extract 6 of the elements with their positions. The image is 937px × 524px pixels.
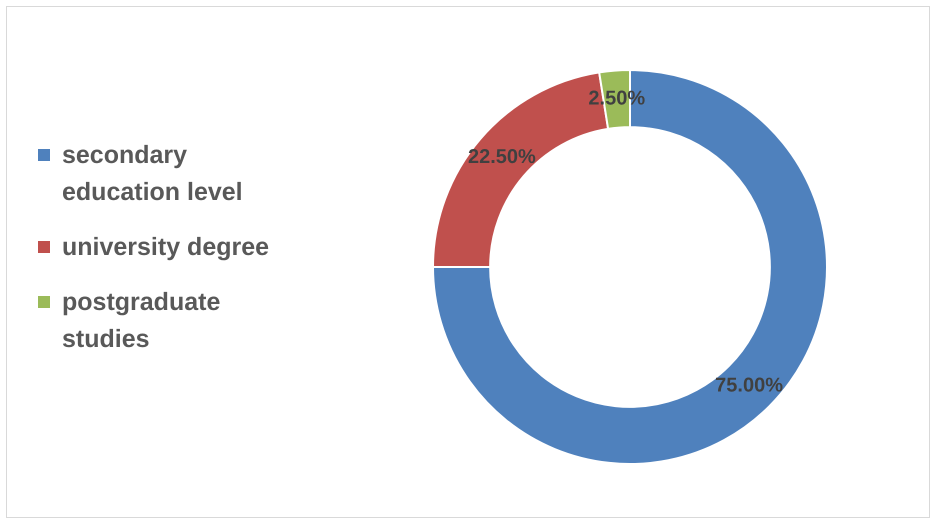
legend-label: postgraduate studies <box>62 287 222 355</box>
data-label: 75.00% <box>715 374 784 397</box>
data-label: 22.50% <box>468 146 536 168</box>
legend-label: secondary education level <box>62 140 244 208</box>
legend-label: university degree <box>62 232 270 263</box>
data-label: 2.50% <box>588 88 646 110</box>
